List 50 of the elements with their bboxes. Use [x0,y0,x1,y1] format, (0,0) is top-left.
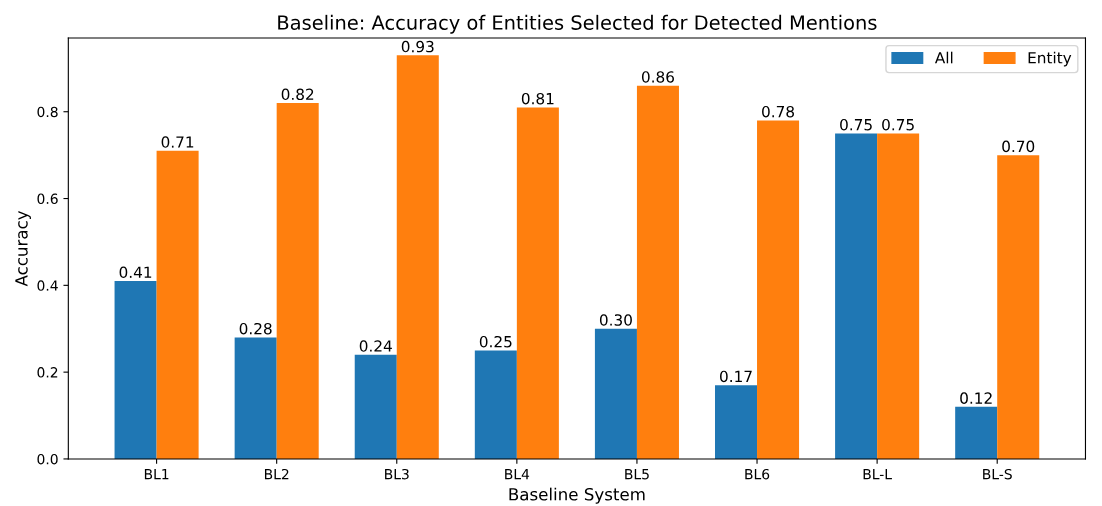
x-axis-title: Baseline System [509,487,645,504]
bar [516,107,559,459]
x-tick-label: BL3 [385,468,409,480]
x-tick-label: BL5 [625,469,649,480]
data-label: 0.82 [281,88,314,101]
bar [835,133,878,459]
data-label: 0.75 [882,118,914,131]
data-label: 0.71 [161,136,194,148]
bar [997,155,1040,459]
x-tick-label: BL1 [144,469,169,480]
bar [955,406,998,459]
bar [396,55,439,459]
data-label: 0.28 [239,322,272,335]
data-label: 0.70 [1002,140,1035,153]
data-label: 0.30 [599,314,632,326]
x-tick-label: BL6 [745,468,770,480]
x-tick-label: BL-L [863,469,892,480]
bar [877,133,920,459]
bar [354,354,397,459]
y-axis-title: Accuracy [15,210,31,287]
data-label: 0.25 [479,335,512,348]
data-label: 0.81 [521,92,554,105]
bar [757,120,800,459]
data-label: 0.41 [119,266,152,279]
bar [276,103,319,459]
data-label: 0.75 [840,118,872,131]
x-tick-label: BL4 [505,469,530,480]
bar [594,328,637,459]
data-label: 0.17 [720,370,752,383]
data-label: 0.86 [641,71,674,83]
data-label: 0.12 [960,392,992,404]
x-tick-label: BL2 [264,468,289,480]
text: 0.6 [37,193,58,205]
data-label: 0.78 [762,105,795,118]
chart-title: Baseline: Accuracy of Entities Selected for Detected Mentions [278,14,877,34]
bar [234,337,277,459]
legend-label: All [934,51,953,64]
text: 0.2 [37,367,58,378]
bar [474,350,517,459]
bar [636,85,679,459]
data-label: 0.24 [359,340,392,352]
x-tick-label: BL-S [983,468,1012,480]
bar [715,385,758,459]
legend-label: Entity [1028,51,1072,67]
text: 0.8 [37,106,58,118]
bar [156,150,199,459]
text: 0.4 [37,280,58,291]
data-label: 0.93 [401,40,434,53]
text: 0.0 [37,453,58,465]
bar [114,281,157,459]
